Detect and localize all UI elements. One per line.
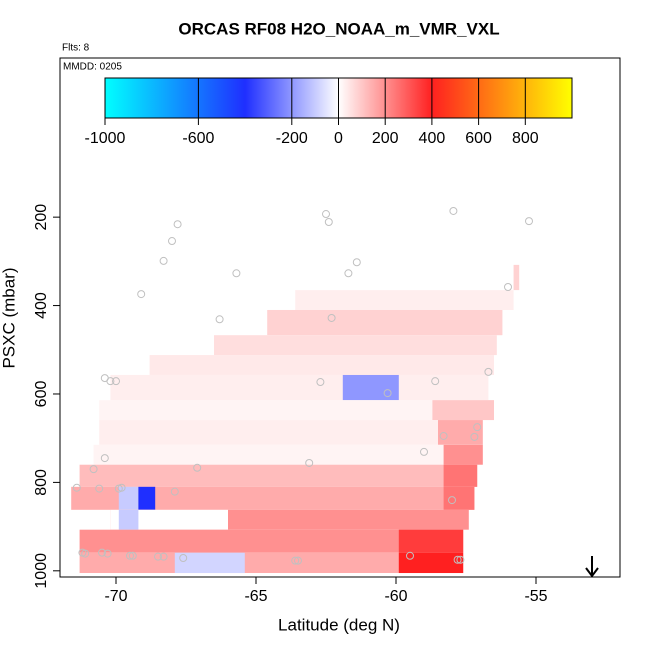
heatmap-cell: [110, 509, 228, 530]
scatter-point: [126, 551, 134, 560]
heatmap-cell: [79, 464, 478, 487]
scatter-point: [484, 367, 493, 376]
scatter-point: [453, 555, 462, 564]
x-tick-label: -55: [524, 588, 547, 605]
heatmap-cell: [174, 552, 245, 574]
y-tick-label: 200: [33, 204, 50, 231]
x-tick-label: -70: [104, 588, 127, 605]
chart-title: ORCAS RF08 H2O_NOAA_m_VMR_VXL: [178, 19, 499, 38]
scatter-point: [112, 377, 120, 386]
scatter-point: [439, 431, 448, 440]
heatmap-cell: [110, 374, 489, 401]
scatter-point: [473, 423, 482, 432]
scatter-point: [322, 210, 330, 219]
scatter-point: [324, 218, 333, 227]
scatter-point: [352, 258, 361, 267]
heatmap-cell: [118, 509, 139, 530]
colorbar-tick-label: 600: [465, 130, 492, 147]
scatter-point: [179, 553, 188, 562]
scatter-point: [193, 463, 202, 472]
heatmap-cell: [214, 335, 497, 356]
heatmap-cell: [93, 444, 483, 465]
scatter-point: [406, 551, 414, 560]
colorbar-tick-label: -1000: [85, 130, 126, 147]
scatter-point: [103, 549, 112, 558]
scatter-point: [159, 552, 168, 561]
scatter-point: [291, 556, 300, 565]
scatter-point: [470, 432, 479, 441]
scatter-point: [456, 555, 465, 564]
wind-arrow: [585, 556, 599, 578]
scatter-point: [525, 217, 533, 226]
scatter-point: [95, 484, 104, 493]
scatter-point: [89, 465, 98, 474]
scatter-point: [170, 487, 179, 496]
colorbar-tick-label: 400: [419, 130, 446, 147]
heatmap-cell: [71, 486, 475, 510]
scatter-point: [137, 290, 146, 299]
y-tick-label: 400: [33, 292, 50, 319]
scatter-point: [81, 549, 90, 558]
scatter-points: [72, 206, 533, 565]
heatmap-cell: [432, 400, 494, 421]
y-axis-label: PSXC (mbar): [0, 267, 18, 368]
colorbar-tick-label: -600: [182, 130, 214, 147]
scatter-point: [128, 551, 137, 560]
y-tick-label: 1000: [33, 553, 50, 589]
scatter-point: [154, 552, 162, 561]
colorbar-tick-label: 200: [372, 130, 399, 147]
scatter-point: [72, 483, 81, 492]
x-tick-label: -65: [244, 588, 267, 605]
scatter-point: [316, 378, 325, 387]
heatmap-cell: [342, 374, 399, 401]
scatter-point: [168, 237, 176, 246]
heatmap-cell: [99, 400, 494, 421]
annotation: MMDD: 0205: [63, 62, 122, 73]
heatmap-cell: [513, 264, 520, 291]
heatmap-cell: [295, 290, 514, 310]
y-tick-label: 600: [33, 381, 50, 408]
scatter-point: [173, 220, 182, 229]
subtitle: Flts: 8: [62, 43, 90, 54]
heatmap-cell: [99, 420, 483, 445]
heatmap-cell: [443, 444, 483, 465]
scatter-point: [232, 269, 241, 278]
scatter-point: [294, 556, 302, 565]
scatter-point: [449, 206, 458, 215]
heatmap-cell: [149, 355, 494, 375]
colorbar-tick-label: 800: [512, 130, 539, 147]
heatmap-cell: [398, 529, 464, 553]
scatter-point: [420, 447, 428, 456]
heatmap-cell: [443, 464, 478, 487]
colorbar-tick-label: -200: [276, 130, 308, 147]
scatter-point: [327, 313, 336, 322]
heatmap-cell: [138, 486, 156, 510]
heatmap-cell: [118, 486, 139, 510]
scatter-point: [100, 454, 109, 463]
scatter-point: [305, 458, 314, 467]
scatter-point: [98, 548, 106, 557]
colorbar-tick-label: 0: [334, 130, 343, 147]
scatter-point: [431, 377, 440, 386]
heatmap-cell: [398, 552, 464, 574]
y-tick-label: 800: [33, 469, 50, 496]
plot-frame: [59, 57, 621, 578]
scatter-point: [215, 315, 224, 324]
scatter-point: [448, 496, 456, 505]
heatmap-cell: [267, 309, 503, 336]
x-axis-label: Latitude (deg N): [278, 615, 400, 634]
heatmap-cells: [71, 264, 520, 574]
scatter-point: [504, 282, 512, 291]
scatter-point: [344, 269, 353, 278]
x-tick-label: -60: [384, 588, 407, 605]
heatmap-cell: [443, 486, 475, 510]
scatter-point: [106, 377, 115, 386]
scatter-point: [159, 256, 168, 265]
scatter-point: [383, 389, 392, 398]
scatter-point: [117, 483, 126, 492]
heatmap-cell: [79, 529, 464, 553]
